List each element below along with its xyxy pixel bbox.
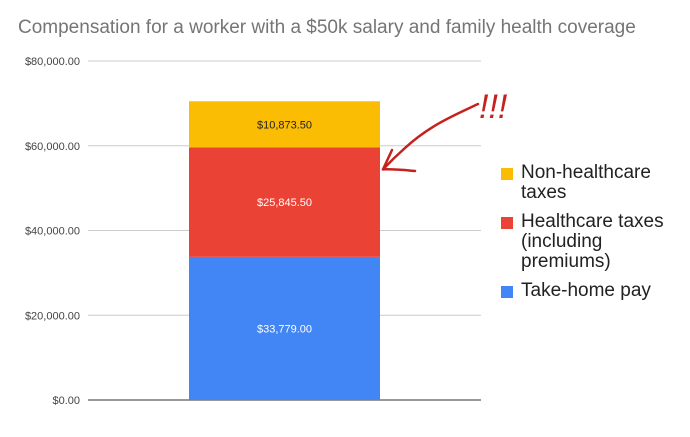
data-label: $25,845.50: [257, 197, 312, 209]
chart-title: Compensation for a worker with a $50k sa…: [18, 17, 636, 38]
annotation-arrow: [381, 102, 480, 171]
legend-item-healthcare-taxes: Healthcare taxes (including premiums): [501, 212, 686, 272]
y-tick-label: $60,000.00: [25, 141, 80, 153]
legend-label: Take-home pay: [521, 280, 651, 301]
bar-segment: [189, 256, 380, 400]
data-label: $10,873.50: [257, 119, 312, 131]
legend-label: Healthcare taxes (including premiums): [521, 211, 664, 272]
data-label: $33,779.00: [257, 323, 312, 335]
legend-swatch: [501, 168, 513, 180]
legend-swatch: [501, 286, 513, 298]
legend-item-take-home-pay: Take-home pay: [501, 281, 686, 301]
annotation-text: !!!: [479, 88, 508, 126]
legend-label: Non-healthcare taxes: [521, 162, 651, 203]
legend: Non-healthcare taxes Healthcare taxes (i…: [501, 163, 686, 310]
legend-item-non-healthcare-taxes: Non-healthcare taxes: [501, 163, 686, 203]
y-tick-label: $80,000.00: [25, 56, 80, 68]
bar-segment: [189, 101, 380, 148]
legend-swatch: [501, 217, 513, 229]
y-tick-label: $20,000.00: [25, 310, 80, 322]
bar-segment: [189, 147, 380, 257]
y-tick-label: $40,000.00: [25, 226, 80, 238]
y-tick-label: $0.00: [52, 395, 80, 407]
annotation-arrowhead: [381, 148, 417, 173]
